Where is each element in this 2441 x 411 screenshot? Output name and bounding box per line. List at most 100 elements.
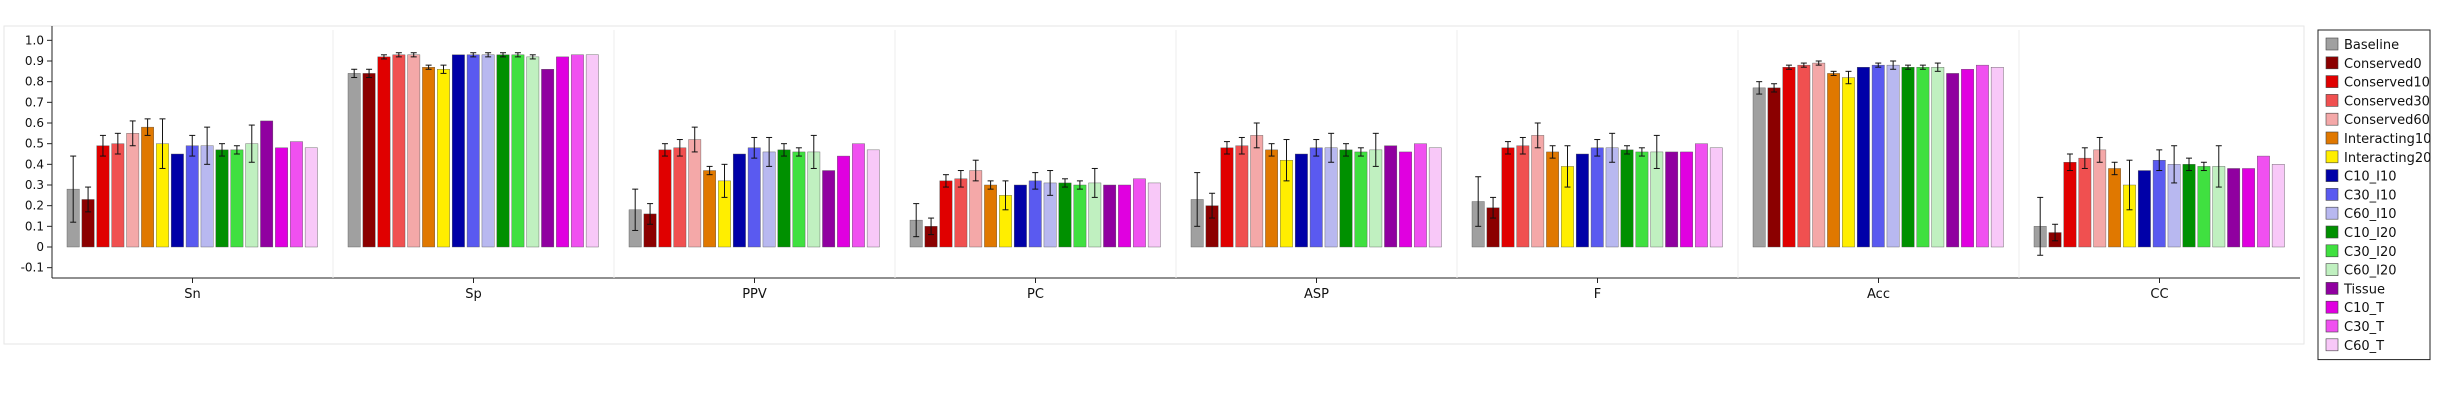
- bar-c10_i20-sn: [215, 149, 229, 248]
- bar-conserved60-asp: [1250, 135, 1264, 248]
- legend-label-conserved60: Conserved60: [2344, 113, 2430, 128]
- bar-c10_i10-sn: [170, 153, 184, 248]
- legend-swatch-tissue: [2325, 282, 2339, 295]
- bar-conserved10-sp: [377, 56, 391, 248]
- bar-conserved30-sp: [392, 54, 406, 248]
- x-tick-label-acc: Acc: [1867, 287, 1890, 302]
- legend-swatch-conserved60: [2325, 112, 2339, 126]
- bar-c60_t-cc: [2271, 164, 2285, 248]
- x-tick-label-asp: ASP: [1304, 287, 1329, 302]
- legend-swatch-c60_i10: [2325, 206, 2339, 220]
- chart-frame: [3, 25, 2305, 345]
- legend-swatch-conserved10: [2325, 75, 2339, 88]
- bar-c10_t-f: [1680, 151, 1693, 248]
- bar-c10_i20-sp: [496, 54, 510, 248]
- legend-label-tissue: Tissue: [2343, 282, 2385, 297]
- y-tick-label: 0.4: [25, 157, 44, 171]
- bar-c30_t-f: [1695, 143, 1708, 248]
- bar-tissue-asp: [1384, 145, 1398, 248]
- legend-label-c30_i10: C30_I10: [2344, 188, 2397, 203]
- x-tick-label-ppv: PPV: [742, 287, 767, 302]
- y-tick-label: 0.9: [25, 54, 44, 68]
- bar-c60_t-asp: [1428, 147, 1442, 248]
- legend-label-conserved30: Conserved30: [2344, 94, 2430, 109]
- bar-c10_t-sn: [275, 147, 288, 248]
- bar-c30_i20-sp: [511, 54, 525, 248]
- bar-conserved60-ppv: [688, 139, 702, 248]
- bar-c10_i20-ppv: [777, 149, 791, 248]
- bar-conserved30-cc: [2078, 157, 2092, 248]
- bar-c60_i20-sp: [526, 56, 540, 248]
- bar-c60_t-ppv: [866, 149, 880, 248]
- legend-swatch-interacting20: [2325, 150, 2339, 164]
- bar-baseline-sp: [347, 73, 361, 248]
- bar-c10_t-acc: [1961, 69, 1974, 248]
- bar-tissue-cc: [2227, 168, 2241, 248]
- bar-tissue-pc: [1103, 184, 1117, 248]
- bar-tissue-ppv: [822, 170, 836, 248]
- y-tick-label: -0.1: [21, 261, 44, 275]
- bar-c10_i20-acc: [1901, 66, 1915, 248]
- y-tick-label: 0.2: [25, 199, 44, 213]
- bar-conserved60-sp: [407, 54, 421, 248]
- bar-c60_t-pc: [1147, 182, 1161, 248]
- bar-c10_i10-pc: [1013, 184, 1027, 248]
- bar-interacting20-acc: [1842, 77, 1855, 248]
- bar-conserved30-pc: [954, 178, 968, 248]
- bar-c30_t-ppv: [852, 143, 865, 248]
- bar-c30_t-sp: [571, 54, 584, 248]
- bar-c30_i20-f: [1635, 151, 1649, 248]
- bar-c30_i10-sp: [466, 54, 480, 248]
- bar-c10_i10-sp: [451, 54, 465, 248]
- bar-conserved60-sn: [126, 133, 140, 248]
- bar-tissue-sn: [260, 120, 274, 248]
- legend-label-c10_i10: C10_I10: [2344, 170, 2397, 185]
- legend-label-c60_i10: C60_I10: [2344, 207, 2397, 222]
- bar-c30_i20-cc: [2197, 166, 2211, 248]
- bar-conserved10-acc: [1782, 66, 1796, 248]
- legend-label-interacting10: Interacting10: [2344, 132, 2431, 147]
- legend-swatch-c60_i20: [2325, 263, 2339, 276]
- bar-c60_i20-acc: [1931, 66, 1945, 248]
- bar-c60_i10-sp: [481, 54, 495, 248]
- y-tick-label: 0.1: [25, 219, 44, 233]
- bar-c10_i20-f: [1620, 149, 1634, 248]
- bar-c30_t-pc: [1133, 178, 1146, 248]
- y-tick-label: 0.6: [25, 116, 44, 130]
- legend-swatch-c30_i10: [2325, 188, 2339, 201]
- legend-swatch-conserved30: [2325, 94, 2339, 107]
- bar-c30_i10-ppv: [747, 147, 761, 248]
- legend-label-c10_i20: C10_I20: [2344, 226, 2397, 241]
- bar-conserved60-f: [1531, 135, 1545, 248]
- legend-label-interacting20: Interacting20: [2344, 151, 2431, 166]
- bar-interacting10-ppv: [703, 170, 716, 248]
- legend: Baseline Conserved0 Conserved10 Conserved30…: [2317, 29, 2431, 361]
- legend-swatch-c30_i20: [2325, 244, 2339, 258]
- bar-c30_i10-asp: [1309, 147, 1323, 248]
- bar-conserved10-asp: [1220, 147, 1234, 248]
- legend-label-c30_i20: C30_I20: [2344, 245, 2397, 260]
- legend-swatch-c10_t: [2325, 300, 2339, 314]
- x-tick-label-pc: PC: [1027, 287, 1044, 302]
- bar-c10_t-sp: [556, 56, 569, 248]
- bar-c10_t-asp: [1399, 151, 1412, 248]
- bar-conserved10-cc: [2063, 162, 2077, 248]
- y-tick-label: 0.8: [25, 75, 44, 89]
- bar-c60_t-acc: [1990, 66, 2004, 248]
- bar-c30_i10-cc: [2152, 159, 2166, 248]
- legend-swatch-c10_i10: [2325, 169, 2339, 182]
- x-tick-label-sp: Sp: [465, 287, 482, 302]
- legend-label-c60_i20: C60_I20: [2344, 264, 2397, 279]
- bar-c10_i20-pc: [1058, 182, 1072, 248]
- bar-c30_i20-acc: [1916, 66, 1930, 248]
- bar-c10_t-cc: [2242, 168, 2255, 248]
- legend-swatch-c10_i20: [2325, 225, 2339, 239]
- legend-label-c60_t: C60_T: [2344, 339, 2384, 354]
- bar-conserved60-cc: [2093, 149, 2107, 248]
- bar-c30_t-sn: [290, 141, 303, 248]
- bar-conserved30-acc: [1797, 64, 1811, 248]
- bar-conserved30-asp: [1235, 145, 1249, 248]
- bar-conserved0-sp: [362, 73, 376, 248]
